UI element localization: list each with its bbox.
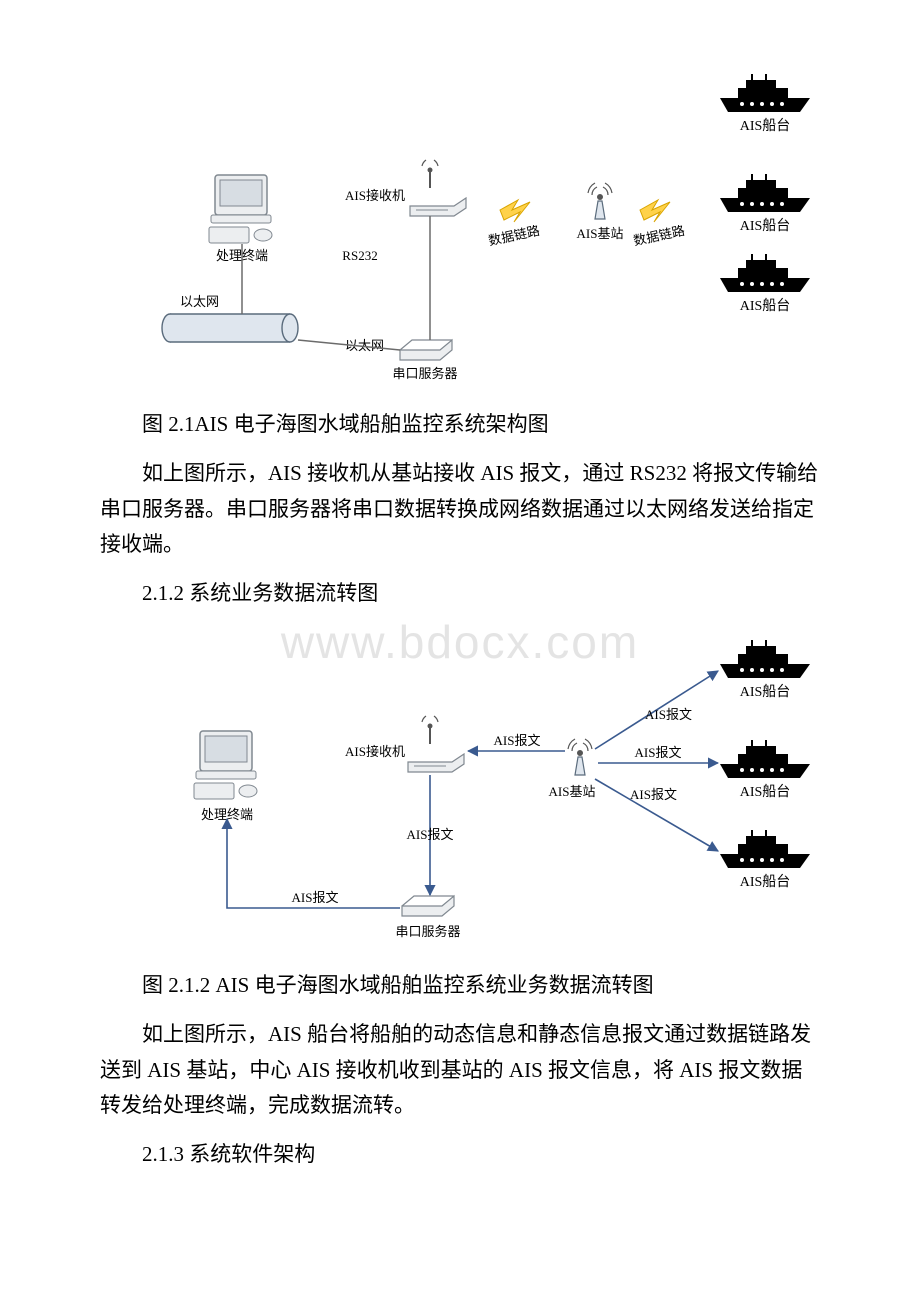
ship-icon [720,740,810,778]
serial-server-label: 串口服务器 [395,924,460,939]
ethernet-label: 以太网 [180,294,219,309]
bolt-icon [500,200,530,222]
ship-label: AIS船台 [740,784,791,800]
ship-label: AIS船台 [740,298,791,314]
bolt-icon [640,200,670,222]
serial-server-label: 串口服务器 [392,366,457,381]
receiver-label: AIS接收机 [345,744,405,759]
figure-caption-2: 图 2.1.2 AIS 电子海图水域船舶监控系统业务数据流转图 [0,969,920,999]
subheading-2: 2.1.3 系统软件架构 [0,1138,920,1168]
basestation-label: AIS基站 [577,226,624,241]
ais-msg-label: AIS报文 [494,733,541,748]
paragraph-1: 如上图所示，AIS 接收机从基站接收 AIS 报文，通过 RS232 将报文传输… [0,456,920,563]
receiver-icon [410,198,466,216]
ship-icon [720,74,810,112]
antenna-icon [422,716,438,744]
ais-msg-label: AIS报文 [630,787,677,802]
antenna-icon [422,160,438,188]
receiver-label: AIS接收机 [345,188,405,203]
rs232-label: RS232 [342,248,377,263]
dataflow-diagram-2: AIS船台 AIS船台 AIS船台 AIS基站 AIS接收机 串口服务器 处理终… [120,621,840,951]
basestation-icon [588,183,612,219]
architecture-diagram-1: AIS船台 AIS船台 AIS船台 AIS基站 数据链路 数据链路 AIS接收机… [120,60,840,390]
terminal-icon [209,175,272,243]
ais-msg-label: AIS报文 [635,745,682,760]
terminal-icon [194,731,257,799]
ship-label: AIS船台 [740,118,791,134]
ship-icon [720,254,810,292]
ais-msg-label: AIS报文 [645,707,692,722]
basestation-icon [568,739,592,775]
ship-icon [720,830,810,868]
serial-server-icon [402,896,454,916]
ais-msg-label: AIS报文 [407,827,454,842]
figure-caption-1: 图 2.1AIS 电子海图水域船舶监控系统架构图 [0,408,920,438]
receiver-icon [408,754,464,772]
ship-icon [720,640,810,678]
paragraph-2: 如上图所示，AIS 船台将船舶的动态信息和静态信息报文通过数据链路发送到 AIS… [0,1017,920,1124]
ethernet-cylinder-icon [162,314,298,342]
basestation-label: AIS基站 [549,784,596,799]
ais-msg-label: AIS报文 [292,890,339,905]
ship-label: AIS船台 [740,218,791,234]
datalink-label: 数据链路 [632,223,686,248]
ship-label: AIS船台 [740,874,791,890]
ship-icon [720,174,810,212]
serial-server-icon [400,340,452,360]
ship-label: AIS船台 [740,684,791,700]
datalink-label: 数据链路 [487,223,541,248]
subheading-1: 2.1.2 系统业务数据流转图 [0,577,920,607]
